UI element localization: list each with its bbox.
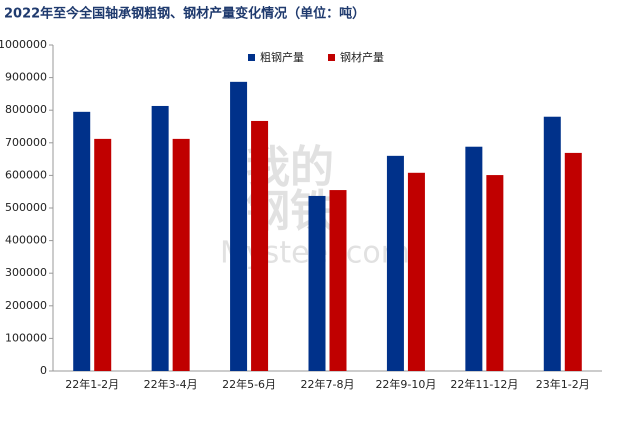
bar	[486, 175, 504, 371]
bar	[543, 116, 561, 371]
bar	[329, 190, 347, 371]
bar	[73, 111, 91, 371]
bar	[251, 120, 269, 371]
bar	[308, 195, 326, 371]
x-tick-label: 23年1-2月	[536, 377, 590, 391]
x-tick-label: 22年3-4月	[144, 377, 198, 391]
x-tick-label: 22年1-2月	[65, 377, 119, 391]
legend-label: 钢材产量	[340, 50, 384, 64]
bar	[386, 155, 404, 371]
x-tick-label: 22年11-12月	[450, 377, 518, 391]
x-tick-label: 22年5-6月	[222, 377, 276, 391]
legend-swatch	[248, 54, 255, 61]
y-tick-label: 900000	[5, 71, 47, 84]
y-tick-label: 100000	[5, 331, 47, 344]
y-tick-label: 0	[40, 364, 47, 377]
y-tick-label: 400000	[5, 234, 47, 247]
y-tick-label: 300000	[5, 266, 47, 279]
bar	[230, 81, 248, 371]
y-tick-label: 600000	[5, 168, 47, 181]
y-tick-label: 200000	[5, 299, 47, 312]
bar	[407, 172, 425, 371]
x-tick-label: 22年9-10月	[375, 377, 436, 391]
y-tick-label: 800000	[5, 103, 47, 116]
y-tick-label: 1000000	[0, 38, 47, 51]
y-tick-label: 700000	[5, 136, 47, 149]
y-tick-label: 500000	[5, 201, 47, 214]
bar	[465, 146, 483, 371]
legend-swatch	[328, 54, 335, 61]
bar	[151, 105, 169, 371]
legend-label: 粗钢产量	[260, 50, 304, 64]
x-tick-label: 22年7-8月	[301, 377, 355, 391]
bar	[94, 138, 112, 371]
bar	[564, 152, 582, 371]
bar	[172, 138, 190, 371]
chart-title: 2022年至今全国轴承钢粗钢、钢材产量变化情况（单位：吨）	[4, 6, 365, 22]
